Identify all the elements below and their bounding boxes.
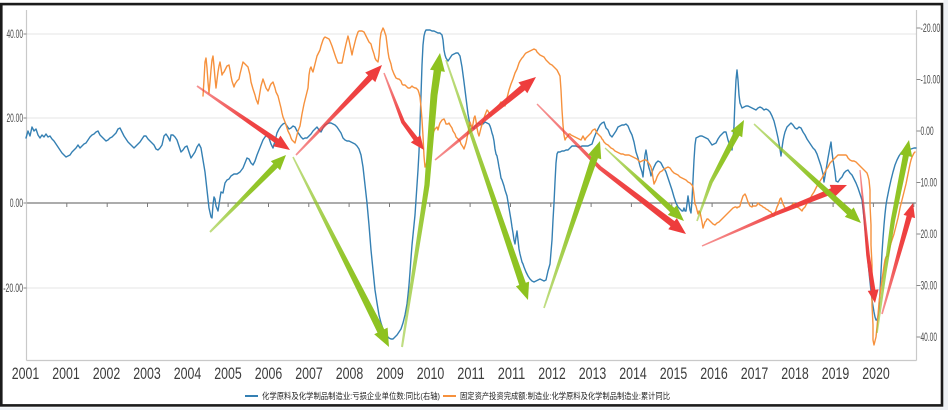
svg-text:40.00: 40.00 — [921, 332, 938, 344]
svg-text:2012: 2012 — [538, 365, 566, 383]
svg-text:2003: 2003 — [133, 365, 161, 383]
svg-text:2009: 2009 — [376, 365, 404, 383]
svg-text:2011: 2011 — [498, 365, 526, 383]
svg-text:2005: 2005 — [214, 365, 242, 383]
svg-text:2007: 2007 — [295, 365, 323, 383]
svg-text:-20.00: -20.00 — [921, 23, 941, 35]
svg-text:2001: 2001 — [52, 365, 80, 383]
svg-text:2017: 2017 — [741, 365, 769, 383]
svg-text:2016: 2016 — [700, 365, 728, 383]
svg-text:-10.00: -10.00 — [921, 75, 941, 87]
svg-text:0.00: 0.00 — [10, 198, 23, 210]
svg-text:10.00: 10.00 — [921, 178, 938, 190]
svg-text:-20.00: -20.00 — [3, 283, 23, 295]
svg-text:2008: 2008 — [336, 365, 364, 383]
svg-text:2004: 2004 — [174, 365, 202, 383]
svg-text:2011: 2011 — [457, 365, 485, 383]
svg-text:2020: 2020 — [862, 365, 890, 383]
svg-text:2014: 2014 — [619, 365, 647, 383]
svg-text:30.00: 30.00 — [921, 281, 938, 293]
svg-text:20.00: 20.00 — [7, 113, 24, 125]
svg-text:20.00: 20.00 — [921, 229, 938, 241]
svg-text:2019: 2019 — [822, 365, 850, 383]
svg-text:2018: 2018 — [781, 365, 809, 383]
svg-text:2006: 2006 — [255, 365, 283, 383]
svg-text:2015: 2015 — [660, 365, 688, 383]
svg-text:2013: 2013 — [579, 365, 607, 383]
svg-text:2002: 2002 — [93, 365, 121, 383]
svg-text:40.00: 40.00 — [7, 29, 24, 41]
svg-text:固定资产投资完成额:制造业:化学原料及化学制品制造业:累计同: 固定资产投资完成额:制造业:化学原料及化学制品制造业:累计同比 — [460, 391, 670, 401]
svg-text:0.00: 0.00 — [921, 126, 934, 138]
svg-text:化学原料及化学制品制造业:亏损企业单位数:同比(右轴): 化学原料及化学制品制造业:亏损企业单位数:同比(右轴) — [262, 391, 440, 401]
svg-text:2010: 2010 — [417, 365, 445, 383]
svg-text:2001: 2001 — [12, 365, 40, 383]
